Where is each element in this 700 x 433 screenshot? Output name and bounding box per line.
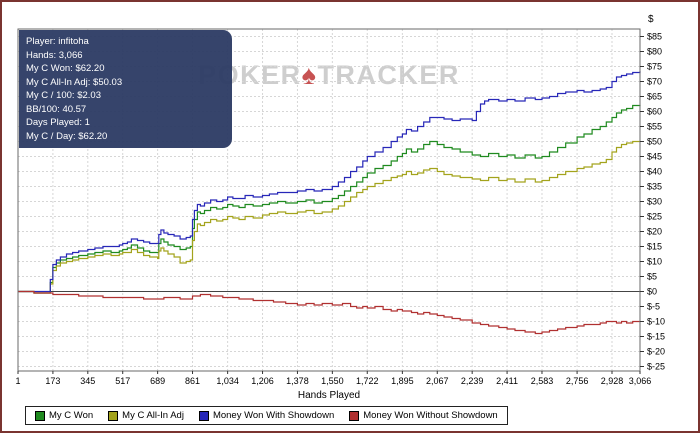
x-tick-label: 345: [80, 376, 95, 386]
x-tick-label: 2,067: [426, 376, 449, 386]
x-tick-label: 1: [15, 376, 20, 386]
y-tick-label: $-10: [647, 317, 665, 327]
legend-label: Money Won With Showdown: [212, 410, 335, 421]
series-my-c-won: [18, 104, 641, 294]
y-tick-label: $-5: [647, 302, 660, 312]
x-tick-label: 1,378: [286, 376, 309, 386]
stat-line: My C Won: $62.20: [26, 63, 105, 74]
pokertracker-watermark: POKER♠TRACKER: [198, 60, 460, 90]
stat-line: Player: infitoha: [26, 36, 89, 47]
series-my-c-all-in-adj: [18, 140, 640, 294]
y-tick-label: $60: [647, 107, 662, 117]
stat-line: My C / Day: $62.20: [26, 130, 108, 142]
series-money-won-with-showdown: [18, 71, 641, 293]
y-tick-label: $20: [647, 227, 662, 237]
y-tick-label: $-15: [647, 332, 665, 342]
x-tick-label: 517: [115, 376, 130, 386]
y-tick-label: $5: [647, 272, 657, 282]
legend-swatch-money-won-with-showdown: [198, 410, 209, 421]
x-tick-label: 2,239: [461, 376, 484, 386]
axis-ticks: 1 173 345 517 689 861 1,034 1,206 1,378 1,550 1,72…: [15, 32, 665, 387]
x-tick-label: 861: [185, 376, 200, 386]
x-tick-label: 1,034: [216, 376, 239, 386]
y-tick-label: $30: [647, 197, 662, 207]
y-tick-label: $35: [647, 182, 662, 192]
legend-swatch-my-c-won: [35, 410, 45, 421]
legend-label: My C All-In Adj: [122, 410, 184, 421]
stats-overlay: Player: infitoha Hands: 3,066 My C Won: $6…: [19, 30, 232, 148]
x-tick-label: 2,756: [566, 376, 589, 386]
x-tick-label: 2,583: [531, 376, 554, 386]
legend-label: Money Won Without Showdown: [363, 410, 498, 421]
stat-line: BB/100: 40.57: [26, 103, 87, 115]
x-tick-label: 1,895: [391, 376, 414, 386]
x-tick-label: 1,550: [321, 376, 344, 386]
x-tick-label: 1,722: [356, 376, 379, 386]
x-tick-label: 173: [45, 376, 60, 386]
y-tick-label: $45: [647, 152, 662, 162]
legend-item-money-won-with-showdown: Money Won With Showdown: [198, 410, 335, 421]
x-tick-label: 3,066: [629, 376, 652, 386]
y-tick-label: $15: [647, 242, 662, 252]
legend: My C Won My C All-In Adj Money Won With Sh…: [25, 406, 508, 425]
watermark-spade-icon: ♠: [302, 60, 318, 90]
y-tick-label: $70: [647, 77, 662, 87]
plot-border: [17, 28, 641, 372]
stat-line: Days Played: 1: [26, 117, 90, 128]
legend-item-my-c-won: My C Won: [35, 410, 93, 421]
y-tick-label: $25: [647, 212, 662, 222]
x-tick-label: 1,206: [251, 376, 274, 386]
legend-swatch-money-won-without-showdown: [349, 410, 360, 421]
legend-item-my-c-all-in-adj: My C All-In Adj: [108, 410, 184, 421]
y-tick-label: $85: [647, 32, 662, 42]
x-tick-label: 689: [150, 376, 165, 386]
y-axis-title: $: [648, 14, 654, 25]
y-tick-label: $-20: [647, 347, 665, 357]
y-tick-label: $75: [647, 62, 662, 72]
stat-line: Hands: 3,066: [26, 49, 83, 61]
legend-swatch-my-c-all-in-adj: [108, 410, 119, 421]
series-money-won-without-showdown: [18, 290, 640, 335]
x-axis-title: Hands Played: [298, 390, 360, 401]
y-tick-label: $55: [647, 122, 662, 132]
y-tick-label: $-25: [647, 362, 665, 372]
stat-line: My C / 100: $2.03: [26, 90, 101, 101]
y-tick-label: $0: [647, 287, 657, 297]
y-tick-label: $50: [647, 137, 662, 147]
x-tick-label: 2,928: [601, 376, 624, 386]
y-tick-label: $40: [647, 167, 662, 177]
y-tick-label: $80: [647, 47, 662, 57]
y-tick-label: $10: [647, 257, 662, 267]
y-tick-label: $65: [647, 92, 662, 102]
stat-line: My C All-In Adj: $50.03: [26, 76, 123, 88]
legend-item-money-won-without-showdown: Money Won Without Showdown: [349, 410, 498, 421]
x-tick-label: 2,411: [496, 376, 518, 386]
legend-label: My C Won: [49, 410, 94, 421]
